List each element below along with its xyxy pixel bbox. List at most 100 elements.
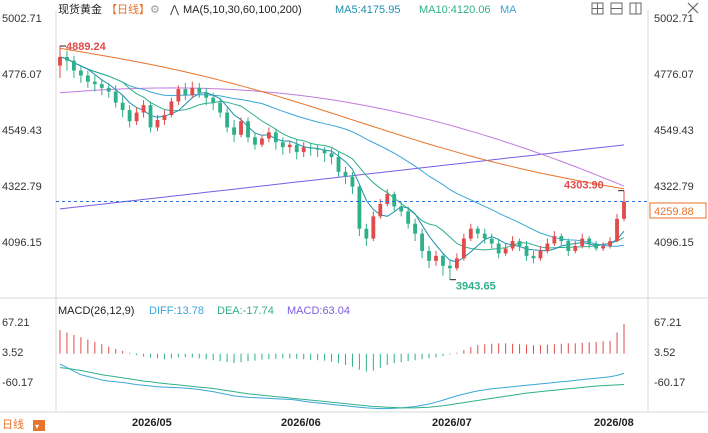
date-tick-2026-07: 2026/07	[432, 417, 472, 429]
candle-body	[580, 238, 585, 246]
left-y-tick-label: 4322.79	[2, 181, 42, 193]
candle-body	[454, 258, 459, 269]
candle-body	[601, 245, 606, 249]
date-tick-2026-05: 2026/05	[132, 417, 172, 429]
macd-right-tick-label: -60.17	[654, 377, 685, 389]
low-annotation: 3943.65	[456, 281, 496, 293]
candle-body	[127, 110, 132, 122]
candle-body	[427, 250, 431, 261]
candle-body	[385, 194, 390, 204]
candle-body	[538, 250, 543, 259]
candle-body	[211, 97, 216, 103]
right-y-tick-label: 5002.71	[654, 13, 694, 25]
candle-body	[559, 236, 564, 242]
period-dropdown-arrow: ▾	[35, 422, 39, 431]
candle-body	[594, 243, 599, 249]
candle-body	[566, 241, 571, 251]
left-y-tick-label: 4549.43	[2, 125, 42, 137]
left-y-tick-label: 4096.15	[2, 237, 42, 249]
candle-body	[315, 148, 320, 150]
ma5-line	[59, 56, 625, 263]
candle-body	[294, 144, 299, 153]
right-y-tick-label: 4776.07	[654, 69, 694, 81]
candle-body	[162, 115, 167, 120]
ma30-line	[59, 56, 625, 247]
candle-body	[615, 218, 619, 242]
period-dropdown-icon[interactable]	[33, 420, 45, 431]
macd-dea-value: DEA:-17.74	[217, 305, 274, 317]
candle-body	[266, 132, 271, 139]
candle-body	[399, 206, 404, 212]
macd-hist-value: MACD:63.04	[287, 305, 350, 317]
ma5-value: MA5:4175.95	[335, 4, 400, 16]
left-y-tick-label: 5002.71	[2, 13, 42, 25]
candle-body	[85, 75, 90, 82]
macd-dea-line	[59, 367, 625, 409]
candle-body	[489, 238, 494, 244]
ma200-line	[59, 144, 625, 210]
moving-average-lines	[59, 47, 625, 263]
candle-body	[364, 228, 369, 239]
candle-body	[225, 112, 230, 128]
candle-body	[106, 87, 111, 92]
current-price-tag	[649, 202, 707, 219]
candle-body	[587, 238, 592, 244]
candle-body	[406, 211, 411, 224]
candle-body	[468, 228, 473, 239]
last-high-annotation: 4303.90	[564, 180, 604, 192]
candle-body	[273, 132, 278, 143]
candle-body	[329, 153, 334, 158]
macd-right-tick-label: 3.52	[654, 347, 675, 359]
candle-body	[552, 236, 557, 244]
main-y-axis-labels: 5002.71 5002.71 4776.07 4776.07 4549.43 4549.…	[2, 13, 694, 249]
ma100-line	[59, 87, 625, 187]
candle-body	[441, 255, 445, 266]
candle-body	[434, 255, 438, 261]
candle-body	[573, 245, 578, 251]
candle-body	[183, 89, 188, 96]
candle-body	[92, 81, 97, 85]
candle-body	[517, 241, 522, 246]
macd-panel	[59, 323, 625, 410]
macd-y-axis-labels: 67.21 67.21 3.52 3.52 -60.17 -60.17	[2, 317, 685, 389]
candle-body	[176, 89, 181, 102]
candle-body	[308, 147, 313, 149]
candle-body	[343, 171, 348, 177]
candle-body	[608, 241, 612, 246]
ma10-value: MA10:4120.06	[419, 4, 491, 16]
ma-label: MA(5,10,30,60,100,200)	[183, 4, 302, 16]
close-icon[interactable]	[687, 2, 699, 14]
candle-body	[141, 105, 146, 113]
candle-body	[204, 92, 209, 98]
candle-body	[475, 228, 480, 234]
candle-body	[357, 186, 362, 229]
macd-right-tick-label: 67.21	[654, 317, 682, 329]
candle-body	[301, 147, 306, 153]
settings-gear-icon[interactable]: ⚙	[150, 4, 160, 16]
candle-body	[113, 91, 118, 103]
high-annotation: 4889.24	[66, 41, 107, 53]
macd-left-tick-label: 3.52	[2, 347, 23, 359]
macd-left-tick-label: 67.21	[2, 317, 30, 329]
candle-body	[99, 84, 104, 88]
period-label: 【日线】	[106, 2, 150, 16]
right-y-tick-label: 4549.43	[654, 125, 694, 137]
candle-body	[510, 241, 515, 249]
period-tab[interactable]: 日线	[2, 417, 24, 431]
candle-body	[378, 203, 383, 217]
macd-label: MACD(26,12,9)	[58, 305, 134, 317]
current-price-value: 4259.88	[654, 206, 694, 218]
date-tick-2026-08: 2026/08	[594, 417, 634, 429]
candle-body	[120, 102, 125, 111]
candle-body	[246, 121, 250, 138]
candle-body	[260, 138, 264, 145]
candle-body	[448, 265, 452, 269]
left-y-tick-label: 4776.07	[2, 69, 42, 81]
ma-indicator-icon: ⋀	[169, 4, 180, 16]
ma60-line	[59, 47, 625, 190]
annotations: 4889.24 3943.65 4303.90	[56, 41, 648, 293]
candle-body	[461, 238, 466, 259]
candle-body	[65, 56, 69, 61]
candle-body	[287, 144, 292, 148]
